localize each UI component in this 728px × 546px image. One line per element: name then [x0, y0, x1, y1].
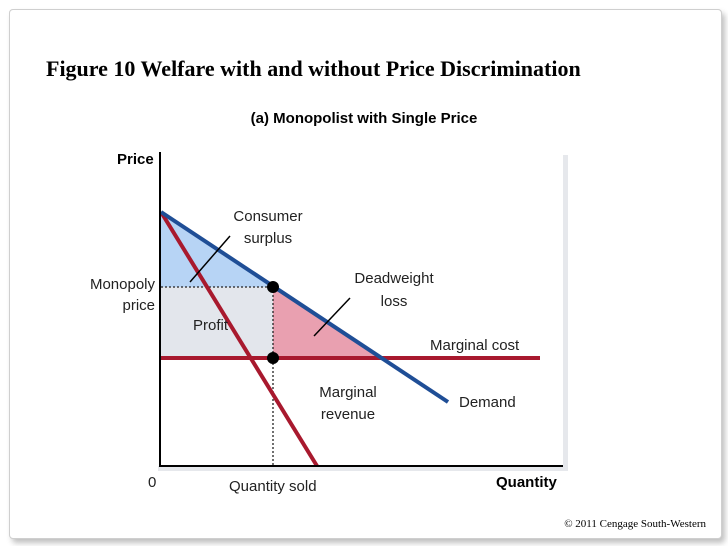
monopoly-outcome-point	[267, 281, 279, 293]
consumer-surplus-label-line1: Consumer	[233, 208, 302, 225]
consumer-surplus-label-line2: surplus	[244, 230, 292, 247]
origin-label: 0	[148, 474, 156, 491]
quantity-sold-label: Quantity sold	[229, 478, 317, 495]
mr-mc-intersection-point	[267, 352, 279, 364]
profit-label: Profit	[193, 317, 229, 334]
marginal-revenue-label-line2: revenue	[321, 406, 375, 423]
monopoly-price-label-line2: price	[122, 297, 155, 314]
panel-title-text: (a) Monopolist with Single Price	[250, 110, 478, 127]
marginal-revenue-label-line1: Marginal	[319, 384, 377, 401]
consumer-surplus-pointer	[189, 235, 231, 283]
deadweight-loss-label-line1: Deadweight	[354, 270, 434, 287]
copyright-notice: © 2011 Cengage South-Western	[564, 518, 706, 530]
monopoly-price-label-line1: Monopoly	[90, 276, 156, 293]
y-axis-label: Price	[117, 151, 154, 168]
marginal-revenue-curve	[159, 210, 319, 468]
deadweight-loss-label-line2: loss	[381, 293, 408, 310]
marginal-cost-label: Marginal cost	[430, 337, 520, 354]
demand-label: Demand	[459, 394, 516, 411]
demand-curve	[159, 210, 450, 404]
figure-title: Figure 10 Welfare with and without Price…	[46, 56, 581, 81]
panel-title: (a) Monopolist with Single Price	[0, 110, 728, 127]
x-axis-label: Quantity	[496, 474, 557, 491]
deadweight-loss-pointer	[313, 297, 351, 337]
profit-region	[161, 287, 273, 358]
